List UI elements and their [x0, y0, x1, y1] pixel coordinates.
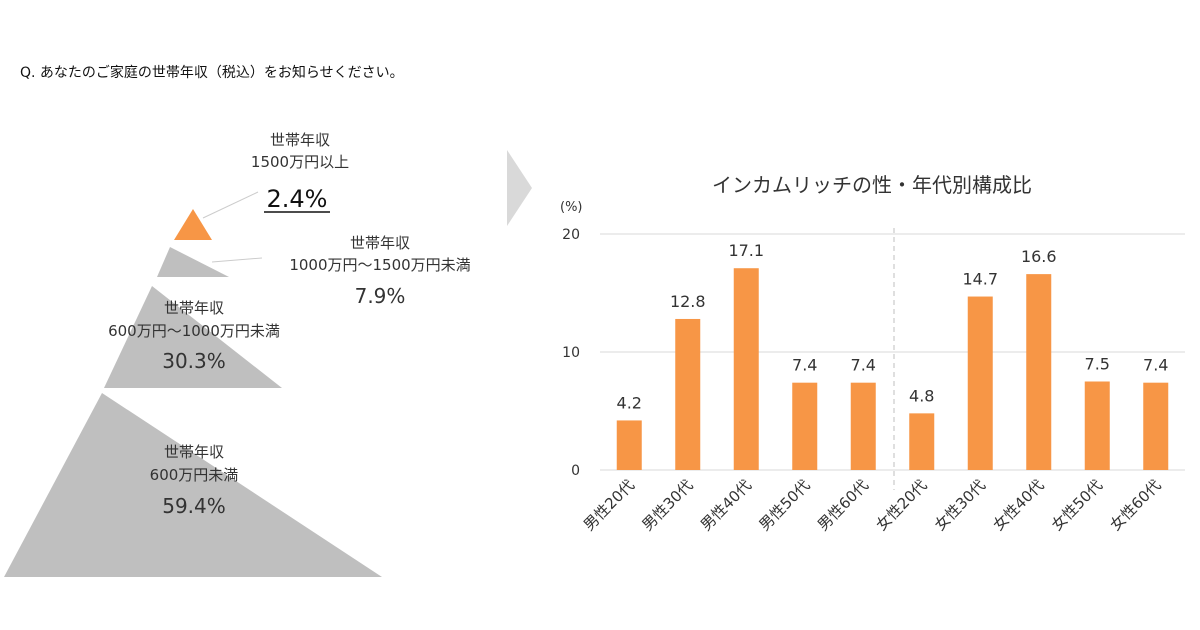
chevron-arrow-icon — [507, 150, 532, 226]
bar-6 — [967, 296, 993, 470]
bar-3 — [792, 382, 818, 470]
pyramid-tier-2 — [157, 247, 229, 277]
pyramid-tier-top — [174, 209, 212, 240]
data-label-9: 7.4 — [1143, 356, 1168, 375]
tier2-percent: 7.9% — [355, 284, 406, 308]
leader-line-top — [202, 191, 259, 219]
bar-0 — [616, 420, 642, 470]
data-label-8: 7.5 — [1085, 355, 1110, 374]
tier2-line2: 1000万円〜1500万円未満 — [289, 256, 470, 274]
x-label-7: 女性40代 — [990, 476, 1048, 534]
bar-4 — [850, 382, 876, 470]
data-label-4: 7.4 — [851, 356, 876, 375]
income-pyramid: 世帯年収 1500万円以上 2.4% 世帯年収 1000万円〜1500万円未満 … — [4, 131, 471, 577]
y-tick-20: 20 — [562, 227, 580, 243]
x-label-9: 女性60代 — [1107, 476, 1165, 534]
y-tick-0: 0 — [571, 463, 580, 479]
bar-9 — [1143, 382, 1169, 470]
tier4-line1: 世帯年収 — [164, 443, 224, 461]
bar-7 — [1026, 274, 1052, 470]
tier1-line1: 世帯年収 — [270, 131, 330, 149]
y-axis-unit: (%) — [560, 200, 583, 215]
x-label-2: 男性40代 — [697, 476, 755, 534]
data-label-7: 16.6 — [1021, 247, 1057, 266]
tier4-percent: 59.4% — [162, 494, 226, 518]
data-label-5: 4.8 — [909, 386, 934, 405]
tier2-line1: 世帯年収 — [350, 234, 410, 252]
data-label-6: 14.7 — [962, 270, 998, 289]
x-label-0: 男性20代 — [580, 476, 638, 534]
x-label-1: 男性30代 — [639, 476, 697, 534]
pyramid-tier-3 — [104, 286, 282, 388]
x-label-8: 女性50代 — [1048, 476, 1106, 534]
tier4-line2: 600万円未満 — [150, 466, 239, 484]
bar-5 — [909, 413, 935, 470]
bar-2 — [733, 268, 759, 470]
tier3-percent: 30.3% — [162, 349, 226, 373]
x-label-6: 女性30代 — [931, 476, 989, 534]
chart-title: インカムリッチの性・年代別構成比 — [712, 173, 1032, 197]
data-labels: 4.2 12.8 17.1 7.4 7.4 4.8 14.7 16.6 7.5 7.4 — [617, 241, 1169, 412]
data-label-2: 17.1 — [728, 241, 764, 260]
question-text: Q. あなたのご家庭の世帯年収（税込）をお知らせください。 — [20, 65, 404, 81]
tier1-line2: 1500万円以上 — [251, 153, 349, 171]
bar-8 — [1084, 381, 1110, 470]
bar-1 — [675, 318, 701, 470]
leader-line-2 — [211, 257, 263, 263]
data-label-1: 12.8 — [670, 292, 706, 311]
tier3-line2: 600万円〜1000万円未満 — [108, 322, 280, 340]
x-label-3: 男性50代 — [756, 476, 814, 534]
x-label-5: 女性20代 — [873, 476, 931, 534]
y-tick-10: 10 — [562, 345, 580, 361]
data-label-0: 4.2 — [617, 393, 642, 412]
pyramid-tier-4 — [4, 393, 382, 577]
bars — [616, 268, 1169, 470]
tier1-percent: 2.4% — [267, 185, 328, 213]
x-label-4: 男性60代 — [814, 476, 872, 534]
x-axis-labels: 男性20代 男性30代 男性40代 男性50代 男性60代 女性20代 女性30代 女性40代… — [580, 476, 1165, 534]
data-label-3: 7.4 — [792, 356, 817, 375]
tier3-line1: 世帯年収 — [164, 299, 224, 317]
y-axis-ticks: 0 10 20 — [562, 227, 580, 479]
